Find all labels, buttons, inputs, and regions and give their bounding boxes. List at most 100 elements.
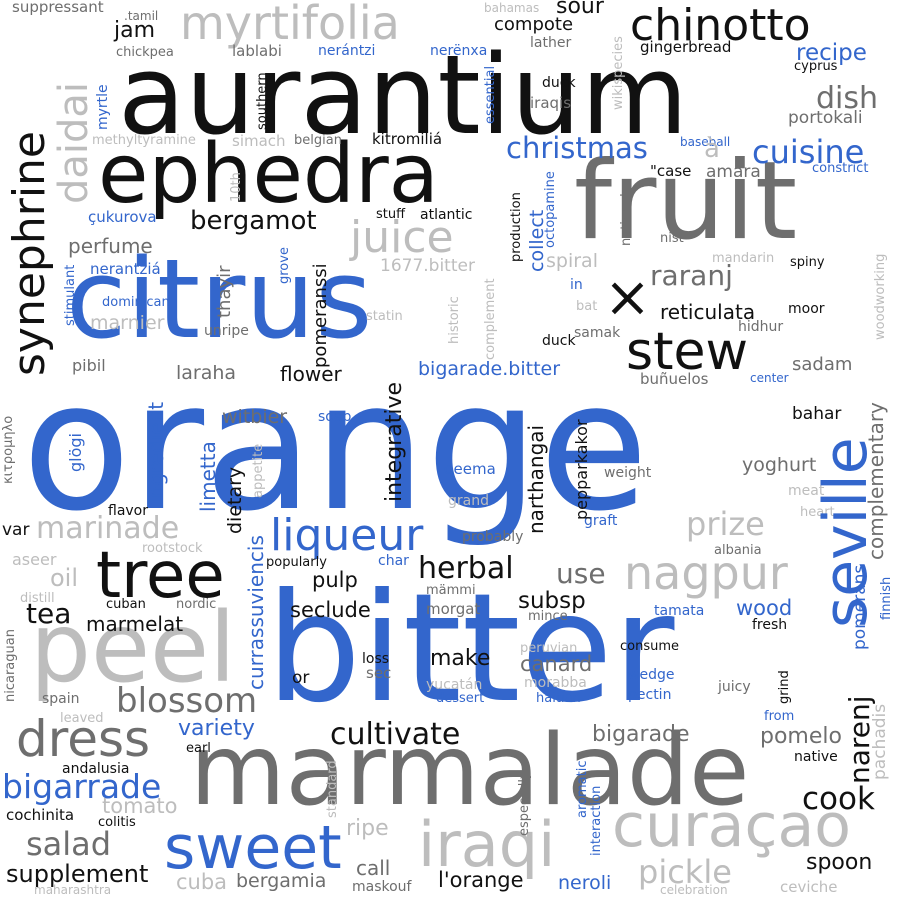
word-baseball: baseball xyxy=(680,135,731,149)
word-consume: consume xyxy=(620,639,680,654)
word-iraqi: iraqi xyxy=(418,808,556,881)
word-tomato: tomato xyxy=(102,794,178,818)
word-nerenxa: nerënxa xyxy=(430,43,488,59)
word-stuff: stuff xyxy=(376,207,406,222)
word-flavor: flavor xyxy=(108,503,149,519)
word-cook: cook xyxy=(802,781,875,817)
word-witbier: witbier xyxy=(222,406,288,428)
word-weight: weight xyxy=(604,465,652,481)
word-unripe: unripe xyxy=(204,323,249,339)
word-flower: flower xyxy=(280,362,342,386)
word-nordic: nordic xyxy=(176,597,217,612)
word-nerantzi: nerántzi xyxy=(318,43,376,59)
word-portokali: portokali xyxy=(788,108,863,128)
word-standard: standard xyxy=(325,760,340,818)
word-leaved: leaved xyxy=(60,711,104,726)
word-cyprus: cyprus xyxy=(794,59,838,74)
word-bergamot: bergamot xyxy=(190,206,317,236)
word-marmalade: marmalade xyxy=(190,714,750,828)
word-a-grave: à xyxy=(704,134,720,164)
word-bitter-1677: 1677.bitter xyxy=(380,256,475,276)
word-bunuelos: buñuelos xyxy=(640,370,709,388)
word-morgat: morgat xyxy=(426,600,481,618)
word-neroli: neroli xyxy=(558,872,612,894)
word-x: × xyxy=(604,265,651,330)
word-bahar: bahar xyxy=(792,404,842,424)
word-pomeranssi: pomeranssi xyxy=(310,263,331,368)
word-juice: juice xyxy=(350,212,454,263)
word-national: national xyxy=(619,193,634,246)
word-aseer: aseer xyxy=(12,550,57,569)
word-rootstock: rootstock xyxy=(142,541,203,556)
word-grove: grove xyxy=(277,247,292,284)
word-curacao: curaçao xyxy=(612,791,851,861)
word-make: make xyxy=(430,646,491,671)
word-dietary: dietary xyxy=(224,466,246,534)
word-compote: compote xyxy=(494,14,574,35)
word-southern: southern xyxy=(255,72,270,130)
word-limetta: limetta xyxy=(196,441,220,512)
word-especially: especially xyxy=(517,771,532,836)
word-stew: stew xyxy=(626,322,749,382)
word-wedge: wedge xyxy=(628,667,675,683)
word-graft: graft xyxy=(584,513,618,529)
word-iraqis: iraqis xyxy=(530,94,572,112)
word-tamata: tamata xyxy=(654,603,705,619)
word-statin: statin xyxy=(366,309,403,324)
word-pomelo: pomelo xyxy=(760,724,842,749)
word-bigarade: bigarade xyxy=(592,722,690,747)
word-duck: duck xyxy=(542,75,576,91)
word-duck2: duck xyxy=(542,333,576,349)
word-marmelat: marmelat xyxy=(86,612,184,636)
word-heart: heart xyxy=(800,505,835,520)
word-ripe: ripe xyxy=(346,816,389,841)
word-bigarrade: bigarrade xyxy=(2,767,162,806)
word-marnier: marnier xyxy=(90,312,165,334)
word-cuisine: cuisine xyxy=(752,133,865,171)
word-peel: peel xyxy=(30,592,236,704)
word-in: in xyxy=(570,277,583,293)
word-maharashtra: maharashtra xyxy=(34,883,112,897)
word-liqueur: liqueur xyxy=(270,510,424,561)
word-lablabi: lablabi xyxy=(232,42,282,60)
word-loss: loss xyxy=(362,651,390,667)
word-pepparkakor: pepparkakor xyxy=(572,419,591,520)
word-chickpea: chickpea xyxy=(116,45,174,60)
word-chinotto: chinotto xyxy=(630,0,811,51)
word-dish: dish xyxy=(816,81,879,116)
word-dessert: dessert xyxy=(436,691,485,706)
word-stimulant: stimulant xyxy=(63,264,78,326)
word-narthangai: narthangai xyxy=(524,424,548,534)
word-complementary: complementary xyxy=(864,402,888,560)
word-probably: probably xyxy=(462,529,524,545)
word-mandarin: mandarin xyxy=(712,251,775,266)
word-subsp: subsp xyxy=(518,588,586,614)
word-daidai: daidai xyxy=(51,81,97,204)
word-nerantzia: nerantziá xyxy=(90,260,161,278)
word-grand: grand xyxy=(448,493,489,509)
word-atlantic: atlantic xyxy=(420,207,473,223)
word-tamil: .tamil xyxy=(124,9,159,23)
word-dress: dress xyxy=(16,710,151,768)
word-orange: orange xyxy=(22,343,649,550)
word-juicy: juicy xyxy=(718,679,751,695)
word-char: char xyxy=(378,553,409,569)
word-jam: jam xyxy=(114,18,156,43)
word-yucatan: yucatán xyxy=(426,677,483,693)
word-cuba: cuba xyxy=(176,870,228,894)
word-popularly: popularly xyxy=(266,555,327,570)
word-octopamine: octopamine xyxy=(543,171,558,248)
word-fruit: fruit xyxy=(574,139,798,264)
word-gingerbread: gingerbread xyxy=(640,38,732,56)
word-use: use xyxy=(556,557,606,590)
word-integrative: integrative xyxy=(382,381,407,502)
word-reticulata: reticulata xyxy=(660,300,756,324)
word-amara: amara xyxy=(706,162,761,182)
word-sweet: sweet xyxy=(164,813,342,883)
word-sec: sec xyxy=(366,664,392,682)
word-canard: canard xyxy=(520,652,593,676)
word-celebration: celebration xyxy=(660,883,728,897)
word-pectin: pectin xyxy=(628,687,672,703)
word-peruvian: peruvian xyxy=(520,641,578,656)
word-pomerans: pomerans xyxy=(850,564,870,650)
